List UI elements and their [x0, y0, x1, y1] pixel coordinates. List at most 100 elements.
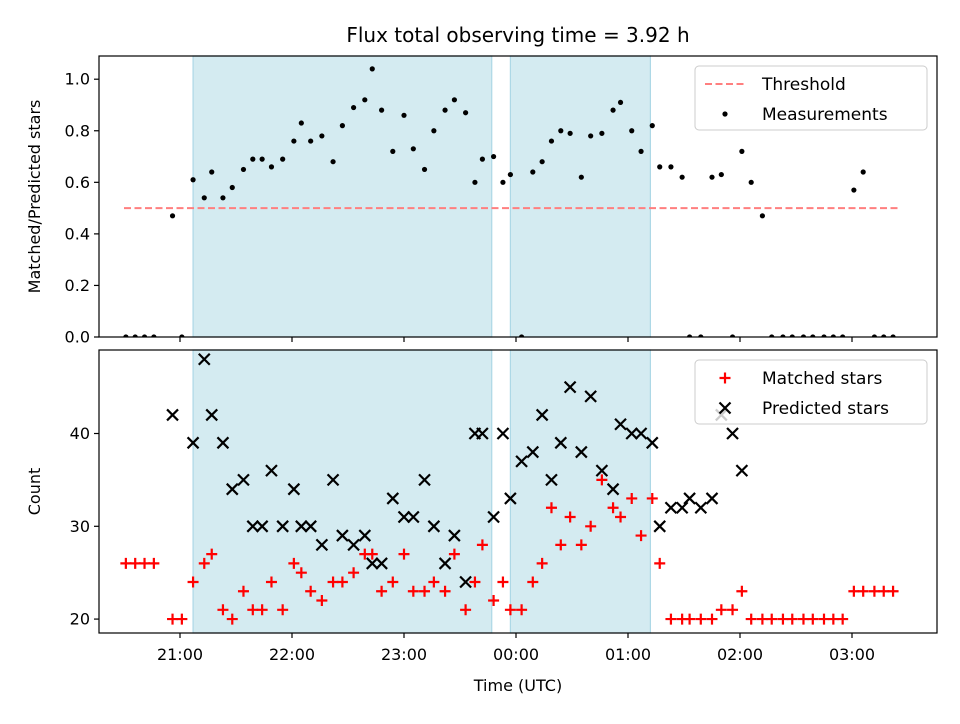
matched-stars-point: [476, 539, 488, 551]
matched-stars-point: [848, 585, 860, 597]
measurements-point: [179, 334, 185, 337]
measurements-point: [769, 334, 775, 337]
measurements-point: [617, 99, 624, 106]
matched-stars-point: [615, 511, 627, 523]
measurements-point: [250, 156, 256, 162]
matched-stars-point: [439, 585, 451, 597]
measurements-point: [780, 334, 786, 337]
predicted-stars-point: [186, 436, 200, 450]
matched-stars-point: [295, 567, 307, 579]
predicted-stars-point: [418, 473, 431, 487]
matched-stars-point: [786, 613, 798, 625]
predicted-stars-point: [358, 529, 372, 542]
measurements-point: [789, 334, 795, 337]
measurements-point: [291, 138, 297, 144]
matched-stars-point: [807, 613, 819, 625]
matched-stars-point: [504, 604, 516, 616]
predicted-stars-point: [315, 538, 329, 552]
measurements-point: [479, 156, 485, 162]
predicted-stars-point: [735, 464, 749, 477]
measurements-point: [308, 138, 314, 144]
predicted-stars-point: [563, 380, 577, 394]
measurements-point: [588, 133, 594, 139]
x-axis-label: Time (UTC): [473, 676, 562, 695]
panel-2: 20 30 40 21:00 22:00 23:00 00:00 01:00 02:00 03:0…: [25, 349, 938, 664]
matched-stars-point: [736, 585, 748, 597]
legend: Threshold Measurements: [694, 65, 928, 131]
measurements-point: [718, 171, 724, 178]
predicted-stars-point: [304, 520, 317, 533]
matched-stars-point: [564, 511, 576, 523]
predicted-stars-point: [664, 501, 678, 515]
legend-swatch: [722, 111, 728, 117]
predicted-stars-point: [386, 492, 400, 505]
predicted-stars-point: [535, 408, 549, 422]
matched-stars-point: [715, 604, 727, 616]
legend-box: [694, 359, 928, 425]
predicted-stars-point: [575, 445, 588, 459]
legend-label: Predicted stars: [762, 399, 889, 419]
x-tick-label: 21:00: [157, 645, 203, 664]
measurements-point: [431, 128, 437, 134]
measurements-point: [610, 107, 616, 113]
predicted-stars-point: [225, 482, 239, 496]
measurements-point: [141, 334, 148, 337]
measurements-point: [169, 213, 176, 219]
matched-stars-point: [387, 576, 399, 588]
observing-interval-2: [509, 55, 651, 338]
measurements-point: [151, 334, 157, 337]
measurements-point: [451, 97, 457, 103]
matched-stars-point: [868, 585, 880, 597]
legend-swatch: [719, 372, 731, 384]
measurements-point: [709, 174, 715, 180]
legend: Matched stars Predicted stars: [694, 359, 928, 425]
matched-stars-point: [176, 613, 188, 625]
predicted-stars-point: [347, 538, 360, 552]
series-layer: [123, 66, 899, 337]
measurements-point: [491, 153, 497, 160]
matched-stars-point: [226, 613, 238, 625]
matched-stars-point: [316, 595, 328, 607]
measurements-point: [240, 166, 247, 173]
matched-stars-point: [497, 576, 509, 588]
predicted-stars-point: [407, 510, 420, 524]
matched-stars-point: [596, 474, 608, 486]
matched-stars-point: [419, 585, 431, 597]
matched-stars-point: [545, 502, 557, 514]
matched-stars-point: [460, 604, 472, 616]
measurements-point: [530, 169, 536, 175]
y-tick-label: 0.0: [65, 328, 90, 347]
measurements-point: [268, 164, 275, 170]
predicted-stars-point: [545, 473, 558, 487]
matched-stars-point: [448, 548, 460, 560]
predicted-stars-point: [515, 455, 528, 468]
measurements-point: [871, 334, 877, 337]
predicted-stars-point: [295, 520, 308, 533]
measurements-point: [851, 187, 857, 193]
predicted-stars-point: [726, 427, 739, 440]
matched-stars-point: [206, 548, 218, 560]
matched-stars-point: [237, 585, 249, 597]
panel-frame: [98, 349, 938, 634]
matched-stars-point: [766, 613, 778, 625]
measurements-point: [280, 156, 286, 162]
measurements-point: [821, 334, 827, 337]
predicted-stars-point: [205, 408, 219, 422]
measurements-point: [638, 148, 644, 154]
legend-label: Matched stars: [762, 369, 882, 389]
measurements-point: [687, 334, 693, 337]
matched-stars-point: [837, 613, 849, 625]
legend-swatch: [718, 401, 732, 415]
measurements-point: [190, 177, 196, 183]
y-axis-label: Count: [25, 468, 44, 516]
y-tick-label: 20: [70, 610, 90, 629]
matched-stars-point: [336, 576, 348, 588]
measurements-point: [330, 159, 336, 165]
measurements-point: [649, 123, 655, 129]
measurements-point: [390, 148, 396, 154]
matched-stars-point: [607, 502, 619, 514]
panel-frame: [98, 55, 938, 338]
matched-stars-point: [376, 585, 388, 597]
